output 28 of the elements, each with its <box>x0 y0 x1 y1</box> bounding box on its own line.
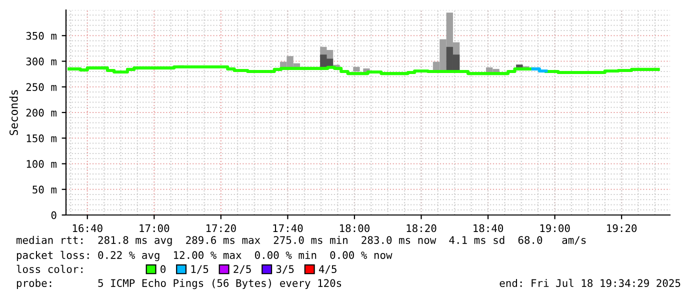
text: probe: 5 ICMP Echo Pings (56 Bytes) every 120s <box>16 278 342 290</box>
x-tick-label: 19:00 <box>540 224 570 232</box>
text: end: Fri Jul 18 19:34:29 2025 <box>500 278 680 288</box>
y-axis-title: Seconds <box>9 90 18 136</box>
y-tick-label: 350 m <box>26 32 56 40</box>
y-tick-label: 0 <box>51 211 56 220</box>
legend-label: 4/5 <box>318 265 336 274</box>
y-tick-label: 300 m <box>26 58 56 66</box>
x-tick-label: 17:20 <box>206 224 236 232</box>
y-tick-label: 200 m <box>26 108 56 117</box>
y-tick-label: 250 m <box>26 83 56 92</box>
text: median rtt: 281.8 ms avg 289.6 ms max 275.0 ms min 283.0 ms now 4.1 ms sd 68.0 am/s <box>16 236 586 246</box>
x-tick-label: 18:20 <box>406 224 436 232</box>
y-tick-label: 100 m <box>26 160 56 168</box>
legend-label: 3/5 <box>276 265 294 274</box>
text: packet loss: 0.22 % avg 12.00 % max 0.00 % min 0.00 % now <box>16 250 392 262</box>
x-tick-label: 17:00 <box>140 224 170 232</box>
x-tick-label: 18:40 <box>474 224 504 232</box>
legend-label: 0 <box>160 265 166 274</box>
x-tick-label: 18:00 <box>340 224 370 232</box>
x-tick-label: 16:40 <box>72 224 102 232</box>
y-tick-label: 150 m <box>26 134 56 142</box>
legend-label: 2/5 <box>234 265 251 274</box>
legend-label: 1/5 <box>191 265 208 274</box>
y-tick-label: 50 m <box>32 186 56 194</box>
x-tick-label: 17:40 <box>273 224 303 232</box>
x-tick-label: 19:20 <box>607 224 637 232</box>
legend-title: loss color: <box>16 264 82 274</box>
